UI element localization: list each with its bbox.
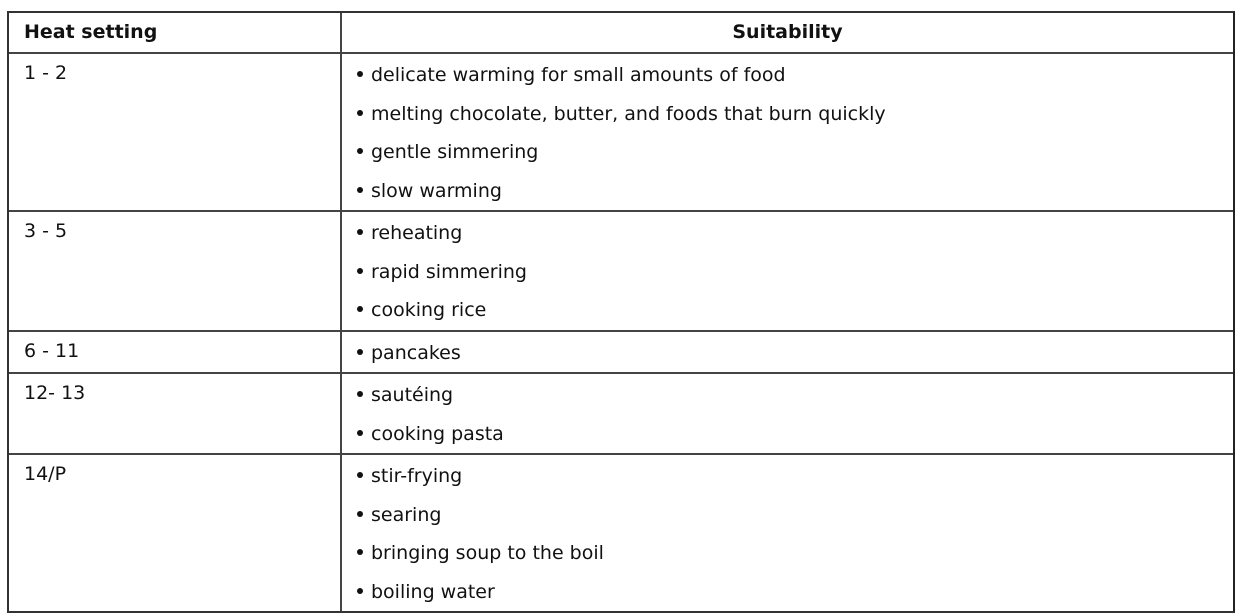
bullet-icon: [357, 587, 363, 594]
list-item: cooking pasta: [357, 415, 1233, 454]
bullet-icon: [357, 510, 363, 517]
table-header-row: Heat setting Suitability: [9, 13, 1233, 52]
list-item-text: slow warming: [371, 179, 502, 202]
header-heat-setting: Heat setting: [9, 13, 342, 52]
list-item: delicate warming for small amounts of fo…: [357, 56, 1233, 95]
bullet-icon: [357, 229, 363, 235]
header-suitability: Suitability: [732, 21, 843, 43]
bullet-icon: [357, 472, 363, 478]
list-item: searing: [357, 496, 1233, 535]
list-item: rapid simmering: [357, 253, 1233, 292]
bullet-icon: [357, 109, 363, 116]
list-item: reheating: [357, 214, 1233, 253]
list-item: stir-frying: [357, 457, 1233, 496]
table-row: 1 - 2 delicate warming for small amounts …: [9, 52, 1233, 210]
list-item-text: bringing soup to the boil: [371, 542, 604, 564]
table-row: 3 - 5 reheating rapid simmering cooking ric…: [9, 210, 1233, 330]
suitability-cell: pancakes: [342, 332, 1233, 373]
table-row: 12- 13 sautéing cooking pasta: [9, 372, 1233, 453]
list-item-text: searing: [371, 503, 442, 526]
bullet-icon: [357, 429, 363, 436]
list-item-text: boiling water: [371, 580, 495, 603]
list-item: pancakes: [357, 334, 1233, 373]
bullet-icon: [357, 306, 363, 312]
list-item-text: sautéing: [371, 384, 454, 406]
list-item-text: delicate warming for small amounts of fo…: [371, 64, 786, 86]
list-item-text: rapid simmering: [371, 260, 527, 283]
list-item: sautéing: [357, 376, 1233, 415]
heat-setting-cell: 14/P: [9, 455, 342, 611]
list-item-text: cooking pasta: [371, 422, 504, 445]
suitability-cell: reheating rapid simmering cooking rice: [342, 212, 1233, 330]
heat-setting-cell: 12- 13: [9, 374, 342, 453]
suitability-cell: delicate warming for small amounts of fo…: [342, 54, 1233, 210]
list-item: slow warming: [357, 172, 1233, 211]
list-item-text: cooking rice: [371, 299, 487, 321]
list-item-text: pancakes: [371, 341, 461, 364]
bullet-icon: [357, 549, 363, 555]
heat-setting-cell: 3 - 5: [9, 212, 342, 330]
bullet-icon: [357, 71, 363, 77]
heat-setting-table: Heat setting Suitability 1 - 2 delicate w…: [7, 11, 1235, 613]
bullet-icon: [357, 348, 363, 355]
list-item-text: melting chocolate, butter, and foods tha…: [371, 102, 886, 125]
list-item-text: stir-frying: [371, 465, 463, 487]
bullet-icon: [357, 186, 363, 193]
bullet-icon: [357, 267, 363, 274]
list-item: boiling water: [357, 573, 1233, 612]
list-item: gentle simmering: [357, 133, 1233, 172]
suitability-cell: stir-frying searing bringing soup to the b…: [342, 455, 1233, 611]
list-item-text: gentle simmering: [371, 141, 539, 163]
heat-setting-cell: 1 - 2: [9, 54, 342, 210]
bullet-icon: [357, 148, 363, 154]
suitability-cell: sautéing cooking pasta: [342, 374, 1233, 453]
bullet-icon: [357, 391, 363, 397]
list-item-text: reheating: [371, 222, 463, 244]
list-item: bringing soup to the boil: [357, 534, 1233, 573]
list-item: cooking rice: [357, 291, 1233, 330]
list-item: melting chocolate, butter, and foods tha…: [357, 95, 1233, 134]
table-row: 14/P stir-frying searing bringing soup to t…: [9, 453, 1233, 611]
heat-setting-cell: 6 - 11: [9, 331, 342, 372]
table-row: 6 - 11 pancakes: [9, 329, 1233, 373]
